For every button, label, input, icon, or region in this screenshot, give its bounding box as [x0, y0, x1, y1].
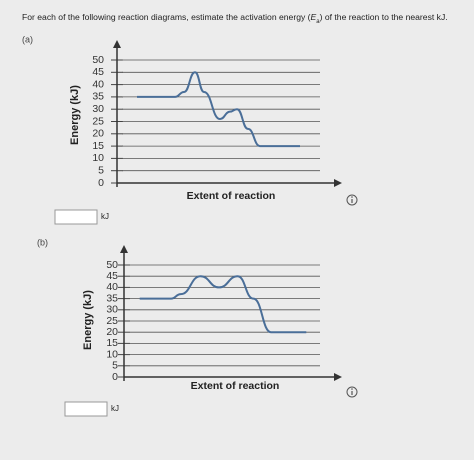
y-tick-label: 5	[112, 360, 118, 372]
y-tick-label: 40	[106, 281, 118, 293]
y-tick-label: 20	[92, 128, 104, 140]
y-tick-label: 5	[98, 164, 104, 176]
y-tick-label: 0	[98, 177, 104, 189]
answer-input[interactable]	[54, 209, 98, 225]
instruction-text: ) of the reaction to the nearest kJ.	[320, 12, 448, 22]
y-tick-label: 35	[106, 292, 118, 304]
info-icon[interactable]	[346, 194, 358, 206]
energy-curve	[139, 275, 307, 334]
part-label: (a)	[22, 34, 33, 44]
instruction-text: For each of the following reaction diagr…	[22, 12, 311, 22]
y-axis-arrow	[113, 40, 121, 48]
y-tick-label: 45	[92, 66, 104, 78]
x-axis-label: Extent of reaction	[187, 190, 276, 202]
y-tick-label: 45	[106, 270, 118, 282]
y-tick-label: 10	[92, 152, 104, 164]
y-tick-label: 50	[92, 54, 104, 66]
y-tick-label: 10	[106, 348, 118, 360]
y-tick-label: 15	[106, 337, 118, 349]
y-tick-label: 40	[92, 78, 104, 90]
instruction-subscript: a	[316, 19, 320, 25]
y-tick-label: 15	[92, 140, 104, 152]
y-tick-label: 35	[92, 91, 104, 103]
y-tick-label: 50	[106, 259, 118, 271]
y-axis-label: Energy (kJ)	[82, 290, 94, 350]
instruction-symbol: E	[311, 12, 317, 22]
y-axis-arrow	[120, 245, 128, 253]
y-tick-label: 25	[106, 315, 118, 327]
x-axis-label: Extent of reaction	[191, 380, 280, 392]
y-tick-label: 30	[106, 304, 118, 316]
part-label: (b)	[37, 237, 48, 247]
y-tick-label: 0	[112, 371, 118, 383]
info-icon-dot	[351, 196, 353, 198]
info-icon[interactable]	[346, 386, 358, 398]
info-icon-dot	[351, 388, 353, 390]
y-axis-label: Energy (kJ)	[69, 85, 81, 145]
y-tick-label: 20	[106, 326, 118, 338]
x-axis-arrow	[334, 373, 342, 381]
y-tick-label: 30	[92, 103, 104, 115]
x-axis-arrow	[334, 179, 342, 187]
unit-label: kJ	[111, 404, 119, 413]
y-tick-label: 25	[92, 115, 104, 127]
answer-input[interactable]	[64, 401, 108, 417]
unit-label: kJ	[101, 212, 109, 221]
energy-curve	[137, 71, 300, 148]
instruction: For each of the following reaction diagr…	[22, 12, 448, 24]
